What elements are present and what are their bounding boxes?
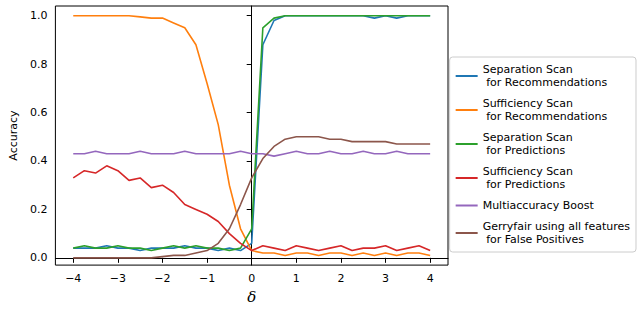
- svg-text:0.8: 0.8: [30, 58, 48, 71]
- svg-text:−2: −2: [154, 272, 170, 285]
- svg-text:3: 3: [382, 272, 389, 285]
- svg-text:0.2: 0.2: [30, 203, 48, 216]
- svg-text:Sufficiency Scan: Sufficiency Scan: [483, 97, 573, 110]
- svg-text:Multiaccuracy Boost: Multiaccuracy Boost: [483, 199, 595, 212]
- svg-text:Gerryfair using all features: Gerryfair using all features: [483, 220, 631, 233]
- svg-text:for Predictions: for Predictions: [483, 178, 566, 191]
- svg-text:for Recommendations: for Recommendations: [483, 110, 608, 123]
- svg-text:for Recommendations: for Recommendations: [483, 76, 608, 89]
- svg-text:1: 1: [293, 272, 300, 285]
- svg-text:1.0: 1.0: [30, 9, 48, 22]
- svg-text:Accuracy: Accuracy: [7, 110, 20, 161]
- svg-text:−3: −3: [110, 272, 126, 285]
- svg-text:Separation Scan: Separation Scan: [483, 131, 573, 144]
- svg-text:for False Positives: for False Positives: [483, 233, 585, 246]
- svg-text:2: 2: [337, 272, 344, 285]
- svg-text:−1: −1: [199, 272, 215, 285]
- svg-text:−4: −4: [65, 272, 81, 285]
- svg-text:0.0: 0.0: [30, 251, 48, 264]
- svg-text:δ: δ: [247, 288, 256, 306]
- svg-text:Separation Scan: Separation Scan: [483, 63, 573, 76]
- svg-text:0: 0: [248, 272, 255, 285]
- svg-text:0.4: 0.4: [30, 154, 48, 167]
- svg-text:Sufficiency Scan: Sufficiency Scan: [483, 165, 573, 178]
- svg-text:0.6: 0.6: [30, 106, 48, 119]
- svg-text:for Predictions: for Predictions: [483, 144, 566, 157]
- svg-text:4: 4: [427, 272, 434, 285]
